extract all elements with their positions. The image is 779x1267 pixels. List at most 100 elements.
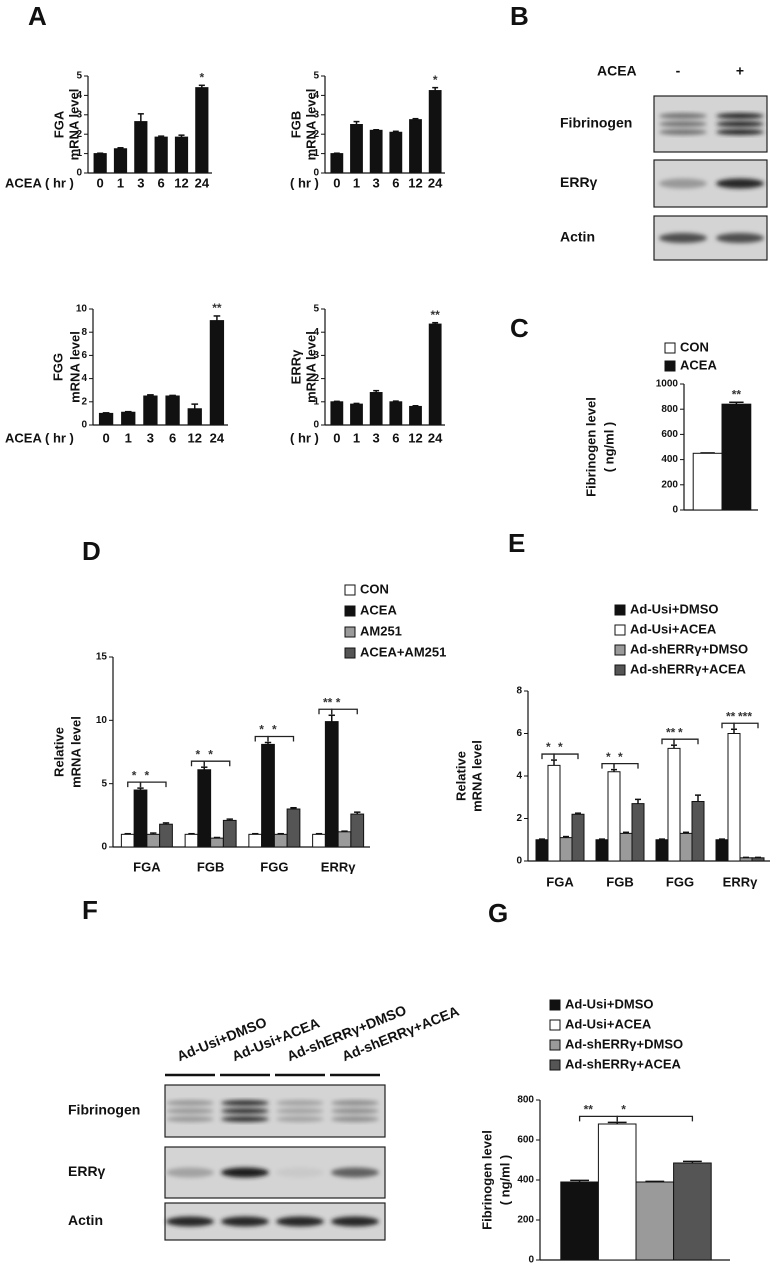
x-tick-label: 24 [428, 430, 443, 445]
y-axis-label: Fibrinogen level [479, 1130, 494, 1230]
x-tick-label: ERRγ [321, 859, 356, 874]
bar [184, 833, 199, 848]
legend-marker [614, 664, 626, 676]
x-tick-label: FGA [133, 859, 161, 874]
significance: ** [212, 301, 222, 315]
y-axis-label: FGB [288, 111, 303, 138]
significance: * [618, 750, 623, 764]
y-tick-label: 2 [516, 813, 522, 824]
y-tick-label: 800 [661, 404, 678, 415]
x-tick-label: FGB [606, 874, 633, 889]
panel-letter: B [510, 1, 529, 31]
y-tick-label: 0 [516, 856, 522, 867]
y-tick-label: 0 [313, 168, 319, 179]
x-tick-label: 1 [353, 430, 360, 445]
blot-row-label: Actin [68, 1212, 103, 1228]
legend-label: CON [360, 581, 389, 596]
bracket [673, 738, 699, 745]
y-axis-label: mRNA level [469, 740, 484, 812]
legend-marker [549, 1019, 561, 1031]
bar [535, 839, 549, 862]
y-tick-label: 0 [101, 842, 107, 853]
x-tick-label: 12 [174, 175, 188, 190]
significance: * [196, 747, 201, 761]
bar [350, 813, 365, 848]
blot-band [166, 1116, 214, 1122]
blot-band [221, 1216, 269, 1227]
bar [571, 813, 585, 862]
y-axis-label: mRNA level [68, 716, 83, 788]
bar [389, 401, 403, 426]
bar [93, 153, 107, 174]
significance: * [558, 740, 563, 754]
y-axis-label: ( ng/ml ) [601, 422, 616, 473]
y-axis-label: ERRγ [288, 349, 303, 384]
bar [165, 395, 180, 426]
bar [174, 136, 189, 174]
legend-label: Ad-Usi+ACEA [565, 1016, 652, 1031]
bracket [613, 762, 639, 769]
x-tick-label: 6 [392, 430, 399, 445]
legend-label: CON [680, 339, 709, 354]
y-tick-label: 2 [313, 129, 319, 140]
y-tick-label: 5 [313, 71, 319, 82]
blot-row-label: ERRγ [68, 1163, 106, 1179]
bar [210, 837, 224, 848]
x-tick-label: 6 [392, 175, 399, 190]
significance: * [199, 70, 204, 84]
x-axis-label: ACEA [5, 175, 42, 190]
legend-marker [344, 626, 356, 638]
significance: * [272, 723, 277, 737]
legend-label: Ad-Usi+DMSO [630, 601, 718, 616]
y-tick-label: 10 [96, 715, 108, 726]
legend-marker [549, 1039, 561, 1051]
y-tick-label: 1000 [656, 379, 679, 390]
legend-label: Ad-Usi+DMSO [565, 996, 653, 1011]
significance: ** [666, 725, 676, 739]
y-tick-label: 4 [313, 90, 319, 101]
y-tick-label: 800 [517, 1095, 534, 1106]
y-tick-label: 1 [313, 396, 319, 407]
x-axis-label: ( hr ) [290, 175, 319, 190]
y-axis-label: mRNA level [303, 89, 318, 161]
legend-label: Ad-shERRγ+DMSO [630, 641, 748, 656]
lane-label: - [676, 63, 681, 79]
x-tick-label: 1 [117, 175, 124, 190]
bracket [267, 735, 295, 742]
bar [350, 124, 363, 174]
bar [721, 403, 752, 511]
bar [134, 121, 148, 174]
x-tick-label: 0 [97, 175, 104, 190]
bar [154, 136, 168, 174]
bracket [190, 760, 205, 767]
blot-band [331, 1108, 379, 1114]
blot-band [659, 178, 707, 189]
significance: ** [726, 709, 736, 723]
blot-band [276, 1100, 324, 1106]
significance: * [336, 695, 341, 709]
blot-band [716, 129, 764, 135]
panel-letter: G [488, 898, 508, 928]
significance: * [259, 723, 264, 737]
bar [692, 452, 723, 511]
bar [159, 823, 173, 848]
y-tick-label: 400 [517, 1175, 534, 1186]
legend-label: Ad-Usi+ACEA [630, 621, 717, 636]
bar [120, 833, 135, 848]
legend-marker [614, 604, 626, 616]
bracket [553, 753, 579, 760]
legend-marker [664, 360, 676, 372]
x-tick-label: 3 [373, 175, 380, 190]
y-axis-label: ( ng/ml ) [497, 1155, 512, 1206]
bracket [661, 738, 675, 745]
bar [113, 148, 128, 174]
blot-band [716, 178, 764, 189]
blot-band [166, 1100, 214, 1106]
legend-marker [549, 1059, 561, 1071]
x-tick-label: 24 [210, 430, 225, 445]
y-tick-label: 1 [313, 148, 319, 159]
x-tick-label: FGG [260, 859, 288, 874]
panel-letter: C [510, 313, 529, 343]
bar [121, 411, 136, 426]
